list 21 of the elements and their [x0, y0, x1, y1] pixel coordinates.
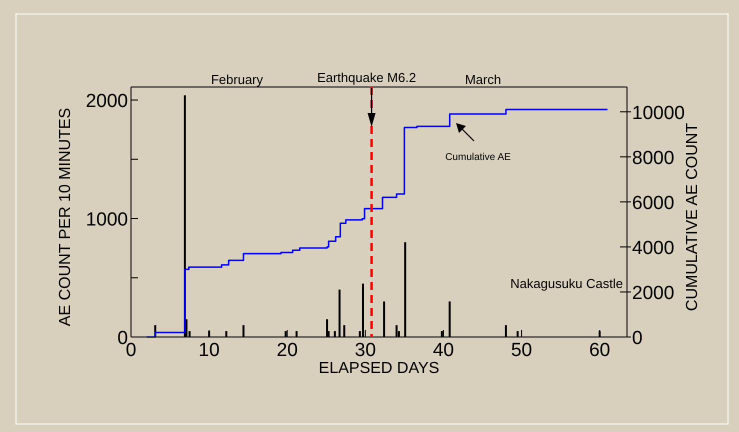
y2-axis-title: CUMULATIVE AE COUNT: [684, 122, 701, 312]
x-tick-label: 50: [510, 340, 532, 361]
text: March: [464, 72, 502, 87]
x-tick-label: 60: [589, 340, 610, 361]
y2-tick-label: 4000: [632, 238, 674, 259]
y2-tick-label: 10000: [632, 102, 685, 124]
text: February: [210, 72, 264, 87]
y-tick-label: 2000: [86, 91, 128, 112]
annotation: Nakagusuku Castle: [510, 276, 623, 291]
x-axis-title: ELAPSED DAYS: [318, 360, 440, 377]
y2-tick-label: 8000: [632, 148, 674, 169]
y-axis-title: AE COUNT PER 10 MINUTES: [57, 108, 74, 326]
x-tick-label: 10: [198, 340, 220, 361]
y2-tick-label: 6000: [632, 192, 674, 214]
ref-line-label: Earthquake M6.2: [317, 70, 416, 85]
y-tick-label: 1000: [86, 210, 128, 231]
x-tick-label: 30: [354, 340, 376, 361]
x-tick-label: 20: [276, 340, 298, 361]
x-tick-label: 40: [432, 340, 454, 361]
y2-tick-label: 2000: [632, 282, 674, 304]
annotation: Cumulative AE: [445, 152, 512, 163]
